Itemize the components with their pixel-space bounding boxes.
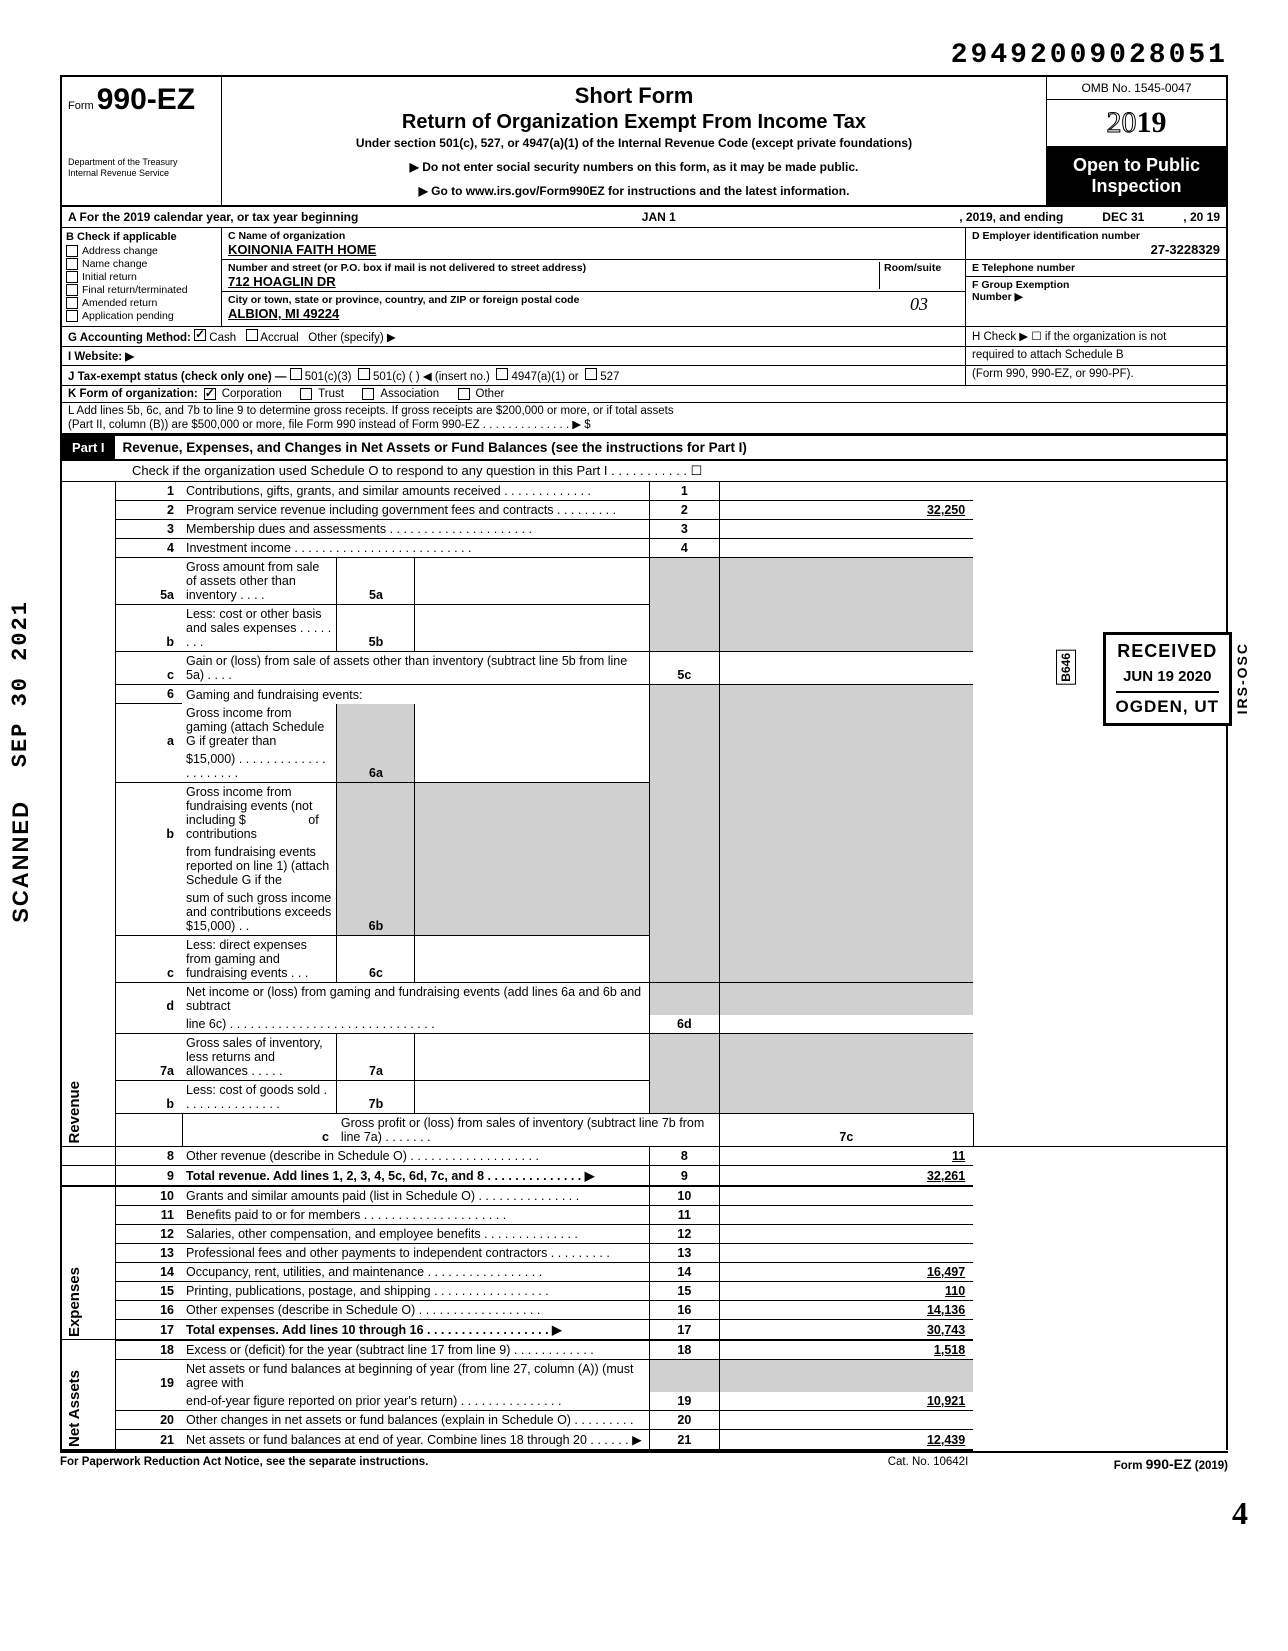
dept-treasury: Department of the Treasury <box>68 157 215 168</box>
amt-14: 16,497 <box>719 1262 973 1281</box>
amt-4 <box>719 539 973 558</box>
title-short-form: Short Form <box>232 83 1036 109</box>
city-label: City or town, state or province, country… <box>228 294 879 306</box>
amt-2: 32,250 <box>719 501 973 520</box>
handwritten-page-4: 4 <box>1232 1495 1248 1532</box>
chk-4947[interactable] <box>496 368 508 380</box>
amt-20 <box>719 1410 973 1429</box>
chk-address-change[interactable] <box>66 245 78 257</box>
org-name: KOINONIA FAITH HOME <box>228 242 959 257</box>
amt-21: 12,439 <box>719 1429 973 1450</box>
amt-12 <box>719 1224 973 1243</box>
side-expenses: Expenses <box>66 1267 83 1337</box>
chk-association[interactable] <box>362 388 374 400</box>
chk-name-change[interactable] <box>66 258 78 270</box>
address: 712 HOAGLIN DR <box>228 274 879 289</box>
side-net-assets: Net Assets <box>66 1370 83 1447</box>
room-label: Room/suite <box>884 262 959 274</box>
dln-number: 29492009028051 <box>60 40 1228 71</box>
part1-table: Revenue 1Contributions, gifts, grants, a… <box>60 482 1228 1451</box>
chk-trust[interactable] <box>300 388 312 400</box>
ein-label: D Employer identification number <box>972 230 1220 242</box>
entity-block: B Check if applicable Address change Nam… <box>60 228 1228 326</box>
chk-application-pending[interactable] <box>66 310 78 322</box>
col-b-checkboxes: B Check if applicable Address change Nam… <box>62 228 222 326</box>
chk-accrual[interactable] <box>246 329 258 341</box>
amt-8: 11 <box>719 1146 973 1165</box>
scan-date-stamp: SEP 30 2021 <box>8 600 33 767</box>
notice-url: ▶ Go to www.irs.gov/Form990EZ for instru… <box>232 184 1036 198</box>
chk-initial-return[interactable] <box>66 271 78 283</box>
chk-501c3[interactable] <box>290 368 302 380</box>
row-i-website: I Website: ▶ <box>62 347 966 365</box>
row-h-schedule-b: H Check ▶ ☐ if the organization is not <box>966 327 1226 346</box>
chk-cash[interactable] <box>194 329 206 341</box>
row-l-gross-receipts: L Add lines 5b, 6c, and 7b to line 9 to … <box>60 402 1228 435</box>
amt-1 <box>719 482 973 501</box>
tax-year: 2019 <box>1047 100 1226 147</box>
chk-other-org[interactable] <box>458 388 470 400</box>
year-begin: JAN 1 <box>358 210 959 224</box>
phone-label: E Telephone number <box>972 262 1220 274</box>
form-number: Form 990-EZ <box>68 83 215 117</box>
part1-header: Part I Revenue, Expenses, and Changes in… <box>60 435 1228 461</box>
open-to-public: Open to Public Inspection <box>1047 147 1226 205</box>
notice-ssn: ▶ Do not enter social security numbers o… <box>232 160 1036 174</box>
amt-15: 110 <box>719 1281 973 1300</box>
amt-11 <box>719 1205 973 1224</box>
received-stamp: RECEIVED JUN 19 2020 OGDEN, UT <box>1103 632 1232 726</box>
scanned-stamp: SCANNED <box>8 800 34 923</box>
chk-527[interactable] <box>585 368 597 380</box>
row-k-form-of-org: K Form of organization: Corporation Trus… <box>60 385 1228 402</box>
address-label: Number and street (or P.O. box if mail i… <box>228 262 879 274</box>
amt-7c <box>973 1113 1227 1146</box>
part1-sub: Check if the organization used Schedule … <box>60 461 1228 482</box>
group-exemption-label: F Group Exemption Number ▶ <box>972 279 1220 303</box>
dept-irs: Internal Revenue Service <box>68 168 215 179</box>
amt-18: 1,518 <box>719 1340 973 1360</box>
form-header: Form 990-EZ Department of the Treasury I… <box>60 75 1228 207</box>
side-revenue: Revenue <box>66 1081 83 1144</box>
page-footer: For Paperwork Reduction Act Notice, see … <box>60 1451 1228 1472</box>
amt-13 <box>719 1243 973 1262</box>
amt-6d <box>719 1015 973 1034</box>
amt-16: 14,136 <box>719 1300 973 1319</box>
city: ALBION, MI 49224 <box>228 306 879 321</box>
amt-17: 30,743 <box>719 1319 973 1340</box>
amt-3 <box>719 520 973 539</box>
chk-corporation[interactable] <box>204 388 216 400</box>
amt-19: 10,921 <box>719 1392 973 1411</box>
row-j-tax-exempt: J Tax-exempt status (check only one) — 5… <box>62 366 966 385</box>
title-return: Return of Organization Exempt From Incom… <box>232 111 1036 134</box>
amt-10 <box>719 1186 973 1206</box>
year-end: DEC 31 <box>1063 210 1183 224</box>
amt-5c <box>719 652 973 685</box>
row-g-accounting: G Accounting Method: Cash Accrual Other … <box>62 327 966 346</box>
amt-9: 32,261 <box>719 1165 973 1186</box>
chk-501c[interactable] <box>358 368 370 380</box>
title-sub: Under section 501(c), 527, or 4947(a)(1)… <box>232 136 1036 150</box>
omb-number: OMB No. 1545-0047 <box>1047 77 1226 100</box>
chk-amended-return[interactable] <box>66 297 78 309</box>
row-a-tax-year: A For the 2019 calendar year, or tax yea… <box>60 207 1228 228</box>
org-name-label: C Name of organization <box>228 230 959 242</box>
ein: 27-3228329 <box>972 242 1220 257</box>
irs-osc-stamp: IRS-OSC <box>1234 642 1250 714</box>
batch-stamp: B646 <box>1056 650 1076 685</box>
handwritten-03: 03 <box>879 294 959 321</box>
chk-final-return[interactable] <box>66 284 78 296</box>
